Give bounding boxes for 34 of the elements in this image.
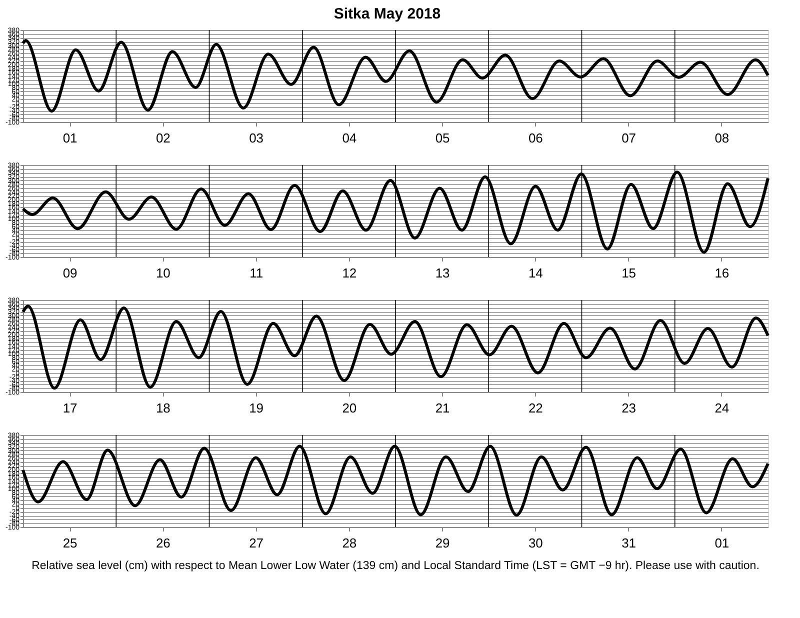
- x-tick-label: 17: [62, 400, 78, 416]
- x-tick-label: 01: [714, 536, 730, 550]
- x-tick-label: 13: [435, 266, 450, 280]
- x-tick-label: 10: [156, 266, 170, 280]
- x-tick-label: 03: [249, 130, 264, 146]
- x-tick-label: 16: [714, 266, 730, 280]
- x-tick-label: 20: [342, 400, 357, 416]
- x-tick-label: 23: [622, 400, 636, 416]
- x-tick-label: 01: [62, 130, 78, 146]
- x-tick-label: 02: [156, 130, 170, 146]
- x-tick-label: 06: [528, 130, 543, 146]
- x-tick-label: 24: [714, 400, 730, 416]
- x-tick-label: 26: [156, 536, 170, 550]
- x-tick-label: 08: [714, 130, 730, 146]
- x-tick-label: 30: [528, 536, 543, 550]
- x-tick-label: 29: [435, 536, 450, 550]
- x-tick-label: 31: [622, 536, 636, 550]
- x-tick-label: 05: [435, 130, 450, 146]
- x-tick-label: 07: [622, 130, 636, 146]
- x-tick-label: 27: [249, 536, 264, 550]
- x-tick-label: 12: [342, 266, 357, 280]
- x-tick-label: 19: [249, 400, 264, 416]
- x-tick-label: 11: [250, 266, 264, 280]
- chart-title: Sitka May 2018: [334, 6, 441, 22]
- x-tick-label: 09: [62, 266, 78, 280]
- x-tick-label: 15: [622, 266, 636, 280]
- x-tick-label: 18: [156, 400, 170, 416]
- x-tick-label: 22: [528, 400, 543, 416]
- x-tick-label: 28: [342, 536, 357, 550]
- x-tick-label: 21: [435, 400, 450, 416]
- x-tick-label: 14: [528, 266, 543, 280]
- x-tick-label: 04: [342, 130, 357, 146]
- text: Relative sea level (cm) with respect to Mean Lower Low Water (139 cm) and Local Standard Time (LST = GMT −9 hr). Please use with caution.: [32, 560, 760, 572]
- x-tick-label: 25: [62, 536, 78, 550]
